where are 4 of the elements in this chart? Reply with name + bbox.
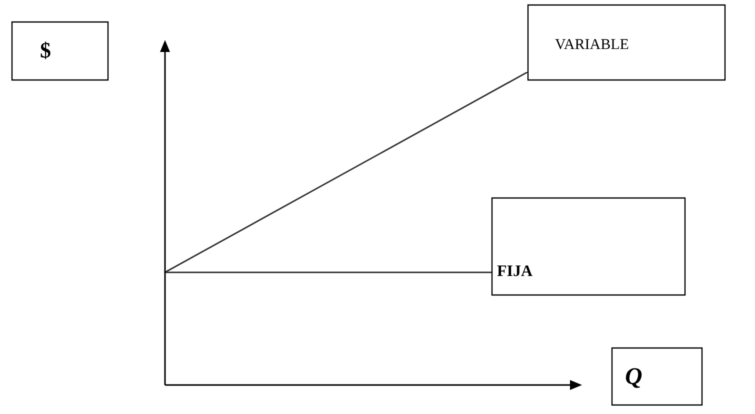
series-label: FIJA — [497, 263, 533, 280]
text: VARIABLE — [555, 36, 629, 53]
text: $ — [40, 38, 51, 63]
x-axis-title: Q — [625, 364, 642, 390]
